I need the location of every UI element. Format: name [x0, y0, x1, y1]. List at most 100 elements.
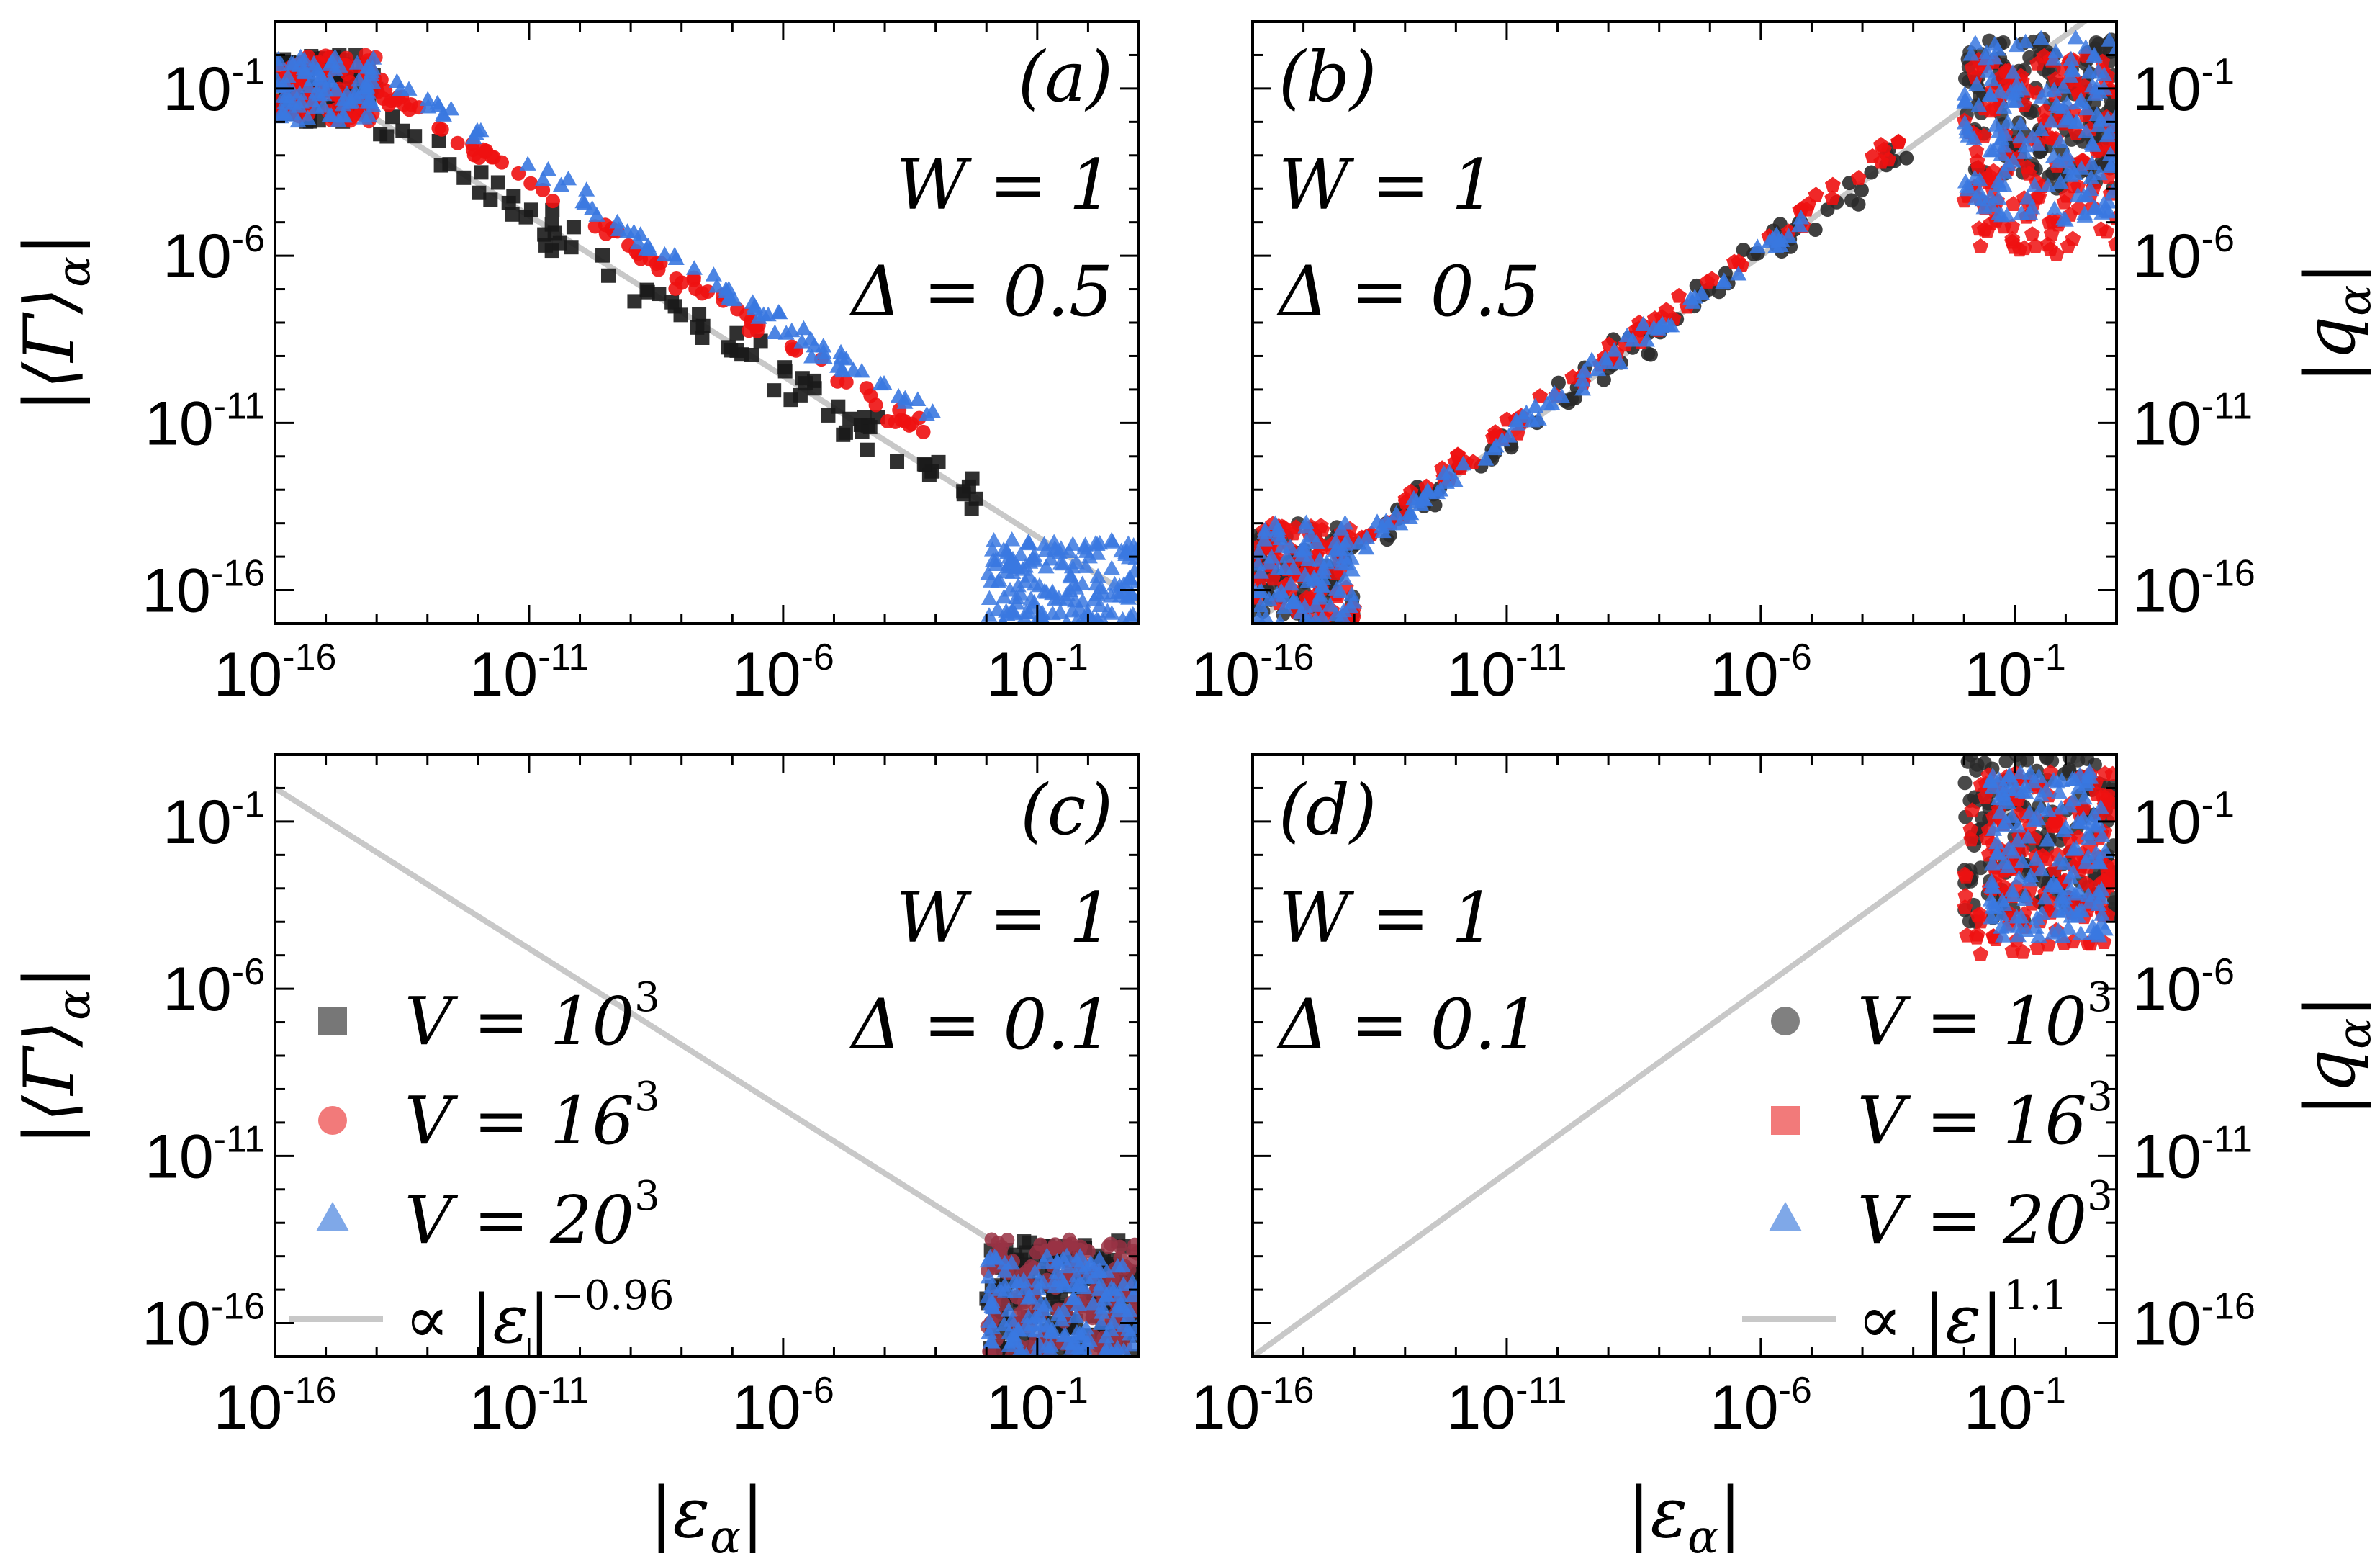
xtick-label-d-0: 10-16	[1191, 1370, 1315, 1442]
point-a-2-t54	[560, 170, 577, 186]
annotation-a-0: W = 1	[896, 145, 1113, 225]
point-b-1-e107	[1973, 238, 1989, 253]
point-b-0-t50	[1844, 193, 1859, 208]
point-c-2-e154	[983, 1334, 1001, 1349]
point-d-2-e19	[2014, 853, 2031, 868]
point-d-1-e114	[1973, 946, 1989, 961]
series-a-2	[275, 48, 1139, 624]
point-a-0-t65	[956, 484, 971, 499]
point-a-2-e73	[1099, 603, 1116, 618]
point-a-2-e56	[1104, 534, 1122, 549]
point-d-2-e97	[1996, 896, 2013, 911]
point-d-2-e135	[2027, 919, 2045, 934]
point-c-0-e137	[1123, 1349, 1138, 1357]
point-b-1-t57	[1646, 310, 1663, 325]
point-d-1-e135	[2070, 829, 2086, 845]
point-a-0-t55	[860, 442, 875, 457]
point-a-2-t76	[519, 156, 536, 171]
point-b-2-c32	[1279, 548, 1296, 563]
point-c-2-e130	[1010, 1321, 1027, 1337]
point-a-2-t8	[539, 161, 556, 176]
series-d-2	[1982, 763, 2114, 943]
point-b-2-c8	[1253, 564, 1269, 579]
point-a-2-e53	[1077, 558, 1094, 573]
point-b-0-t64	[1899, 150, 1914, 166]
point-a-2-t52	[443, 100, 460, 116]
point-b-2-e107	[2063, 50, 2080, 66]
point-b-2-e37	[2101, 158, 2117, 173]
point-d-1-e140	[2103, 794, 2117, 810]
point-a-2-e47	[1022, 590, 1040, 606]
point-b-2-e73	[2102, 145, 2117, 161]
point-a-2-t55	[802, 331, 819, 346]
point-a-2-e152	[981, 607, 998, 622]
point-c-2-e118	[1091, 1251, 1108, 1266]
point-d-2-e133	[1995, 778, 2012, 793]
point-c-2-e156	[1003, 1254, 1020, 1270]
point-d-2-e54	[1988, 845, 2006, 861]
point-a-2-e74	[1088, 575, 1105, 591]
point-a-0-t56	[931, 454, 946, 469]
point-a-2-c38	[365, 50, 382, 65]
point-a-0-t68	[472, 185, 487, 200]
point-b-1-t42	[1793, 201, 1810, 217]
point-a-2-e115	[1088, 536, 1106, 552]
point-a-2-e146	[1091, 597, 1109, 612]
point-b-1-e71	[1985, 163, 2002, 179]
point-c-1-e144	[988, 1346, 1003, 1357]
annotation-b-0: W = 1	[1279, 145, 1495, 225]
point-b-2-t51	[1791, 217, 1808, 233]
point-d-0-e149	[1960, 755, 1975, 769]
point-d-2-e119	[2016, 887, 2034, 902]
point-a-1-t7	[523, 176, 538, 191]
point-b-2-c27	[1297, 518, 1315, 534]
xtick-label-c-3: 10-1	[986, 1370, 1088, 1442]
point-a-2-e147	[1036, 536, 1053, 551]
point-c-2-e91	[1029, 1316, 1046, 1331]
point-b-2-e77	[1999, 114, 2016, 129]
point-b-2-c30	[1276, 598, 1294, 614]
point-a-0-t59	[695, 318, 711, 333]
panel-c: 10-16 10-11 10-6 10-1 10-1 10-6 10-11 10-16 |⟨Γ⟩…	[9, 753, 1140, 1564]
annotation-c-0: W = 1	[896, 878, 1113, 958]
point-b-2-e92	[2038, 82, 2055, 98]
point-b-1-e54	[1967, 69, 1983, 85]
point-b-2-t72	[1358, 529, 1376, 544]
annotation-b-1: Δ = 0.5	[1276, 251, 1540, 332]
xtick-label-d-3: 10-1	[1964, 1370, 2066, 1442]
point-b-2-e64	[2083, 155, 2101, 170]
legend-label-c-3: ∝ |ε|−0.96	[405, 1272, 674, 1358]
point-b-2-e120	[2078, 100, 2096, 116]
point-a-1-t48	[381, 97, 396, 112]
point-a-2-e96	[1124, 606, 1139, 621]
point-a-2-e139	[980, 565, 997, 580]
point-a-0-t26	[564, 240, 579, 255]
legend-marker-d-0	[1771, 1007, 1800, 1035]
point-c-2-e153	[1124, 1287, 1139, 1303]
legend-marker-c-0	[318, 1007, 347, 1035]
point-b-2-e142	[2012, 115, 2029, 131]
xtick-label-a-3: 10-1	[986, 637, 1088, 709]
point-a-2-e44	[1042, 550, 1060, 566]
point-d-2-e90	[2068, 905, 2085, 920]
point-d-2-e148	[2048, 877, 2065, 893]
point-b-2-e115	[2008, 76, 2025, 91]
point-a-2-c52	[312, 69, 329, 84]
point-c-2-e119	[1027, 1264, 1044, 1279]
point-b-0-t33	[1428, 498, 1443, 513]
point-c-2-e148	[1065, 1334, 1082, 1349]
point-a-2-t50	[832, 343, 849, 359]
xtick-label-b-1: 10-11	[1446, 637, 1567, 709]
point-a-1-t66	[695, 286, 710, 301]
point-b-2-e141	[1983, 197, 2000, 212]
point-b-2-e19	[2077, 39, 2094, 54]
xtick-label-b-3: 10-1	[1964, 637, 2066, 709]
xtick-label-a-1: 10-11	[469, 637, 589, 709]
point-a-2-c82	[291, 85, 308, 100]
point-d-2-e118	[2002, 781, 2019, 797]
point-a-2-e123	[986, 532, 1003, 547]
point-b-1-t61	[1850, 170, 1867, 185]
point-c-1-e138	[1058, 1241, 1073, 1256]
point-d-1-e58	[1957, 866, 1973, 882]
plot-area-a	[275, 48, 1139, 624]
